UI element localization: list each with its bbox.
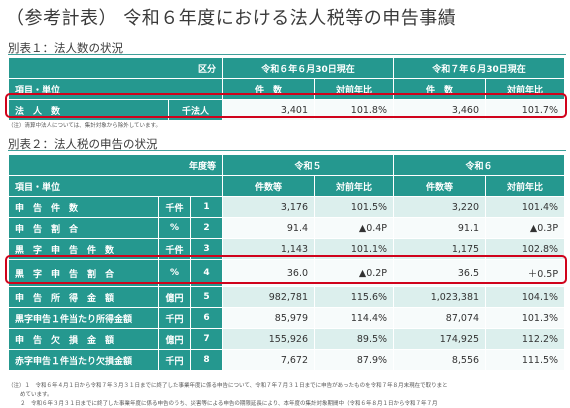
cell-ratio: 101.3% xyxy=(485,307,566,329)
cell-value: 91.4 xyxy=(222,217,316,239)
tax-returns-table: 年度等 令和５ 令和６ 項目・単位 件数等 対前年比 件数等 対前年比 申 告 … xyxy=(7,154,566,371)
ratio-header: 対前年比 xyxy=(314,175,395,197)
cell-ratio: ▲0.4P xyxy=(314,217,395,239)
cell-ratio: ▲0.3P xyxy=(485,217,566,239)
count-header: 件数等 xyxy=(222,175,316,197)
cell-ratio: 87.9% xyxy=(314,349,395,371)
footnote: めています。 xyxy=(20,392,53,398)
row-unit: 千法人 xyxy=(167,99,224,121)
cell-value: 87,074 xyxy=(393,307,487,329)
table2-heading: 別表２：法人税の申告の状況 xyxy=(8,137,158,151)
row-number: 6 xyxy=(189,307,224,329)
cell-ratio: 101.1% xyxy=(314,238,395,260)
table-row: 黒字申告１件当たり所得金額 千円 6 85,979 114.4% 87,074 … xyxy=(8,307,566,329)
cell-value: 91.1 xyxy=(393,217,487,239)
cell-ratio: 104.1% xyxy=(485,286,566,308)
table1-heading-rule xyxy=(8,54,566,55)
year-header: 年度等 xyxy=(7,154,224,176)
cell-ratio: 115.6% xyxy=(314,286,395,308)
row-label: 申 告 割 合 xyxy=(8,217,159,239)
highlight-box xyxy=(5,255,567,284)
footnote: ２ 令和６年３月３１日までに終了した事業年度に係る申告のうち、災害等による申告の… xyxy=(20,401,438,407)
cell-value: 1,143 xyxy=(222,238,316,260)
cell-ratio: 111.5% xyxy=(485,349,566,371)
table1-note: （注）清算中法人については、集計対象から除外しています。 xyxy=(8,123,162,129)
cell-value: 1,023,381 xyxy=(393,286,487,308)
row-unit: 千円 xyxy=(158,307,191,329)
cell-ratio: 101.7% xyxy=(485,99,566,121)
cell-ratio: 102.8% xyxy=(485,238,566,260)
row-number: 7 xyxy=(189,328,224,350)
year2-header: 令和６ xyxy=(393,154,566,176)
row-label: 赤字申告１件当たり欠損金額 xyxy=(8,349,159,371)
row-number: 8 xyxy=(189,349,224,371)
row-unit: 億円 xyxy=(158,286,191,308)
cell-ratio: 101.8% xyxy=(314,99,395,121)
row-unit: 億円 xyxy=(158,328,191,350)
cell-value: 3,460 xyxy=(393,99,487,121)
row-number: 1 xyxy=(189,196,224,218)
cell-value: 982,781 xyxy=(222,286,316,308)
cell-value: 174,925 xyxy=(393,328,487,350)
cell-value: 8,556 xyxy=(393,349,487,371)
cell-ratio: 101.5% xyxy=(314,196,395,218)
row-label: 申 告 所 得 金 額 xyxy=(8,286,159,308)
cell-value: 155,926 xyxy=(222,328,316,350)
row-number: 5 xyxy=(189,286,224,308)
item-unit-header: 項目・単位 xyxy=(7,175,224,197)
row-label: 申 告 欠 損 金 額 xyxy=(8,328,159,350)
cell-ratio: 101.4% xyxy=(485,196,566,218)
highlight-box xyxy=(5,93,567,118)
table-row: 申 告 所 得 金 額 億円 5 982,781 115.6% 1,023,38… xyxy=(8,286,566,308)
year1-header: 令和５ xyxy=(222,154,395,176)
cell-value: 85,979 xyxy=(222,307,316,329)
table-row: 申 告 件 数 千件 1 3,176 101.5% 3,220 101.4% xyxy=(8,196,566,218)
row-label: 法 人 数 xyxy=(8,99,169,121)
cell-value: 3,176 xyxy=(222,196,316,218)
table2-heading-rule xyxy=(8,150,566,151)
row-unit: 千円 xyxy=(158,349,191,371)
period2-header: 令和７年６月30日現在 xyxy=(393,57,566,79)
table-row: 申 告 割 合 % 2 91.4 ▲0.4P 91.1 ▲0.3P xyxy=(8,217,566,239)
cell-value: 7,672 xyxy=(222,349,316,371)
row-label: 黒字申告１件当たり所得金額 xyxy=(8,307,159,329)
row-label: 申 告 件 数 xyxy=(8,196,159,218)
cell-ratio: 114.4% xyxy=(314,307,395,329)
kubun-header: 区分 xyxy=(7,57,224,79)
table1-heading: 別表１：法人数の状況 xyxy=(8,41,123,55)
cell-value: 1,175 xyxy=(393,238,487,260)
cell-value: 3,401 xyxy=(222,99,316,121)
row-unit: % xyxy=(158,217,191,239)
row-unit: 千件 xyxy=(158,196,191,218)
table-row: 法 人 数 千法人 3,401 101.8% 3,460 101.7% xyxy=(8,99,566,121)
ratio-header: 対前年比 xyxy=(485,175,566,197)
footnote: （注）１ 令和６年４月１日から令和７年３月３１日までに終了した事業年度に係る申告… xyxy=(8,383,448,389)
row-number: 2 xyxy=(189,217,224,239)
table-row: 赤字申告１件当たり欠損金額 千円 8 7,672 87.9% 8,556 111… xyxy=(8,349,566,371)
cell-ratio: 112.2% xyxy=(485,328,566,350)
table-row: 黒 字 申 告 件 数 千件 3 1,143 101.1% 1,175 102.… xyxy=(8,238,566,260)
cell-value: 3,220 xyxy=(393,196,487,218)
count-header: 件数等 xyxy=(393,175,487,197)
period1-header: 令和６年６月30日現在 xyxy=(222,57,395,79)
table-row: 申 告 欠 損 金 額 億円 7 155,926 89.5% 174,925 1… xyxy=(8,328,566,350)
page-title: （参考計表） 令和６年度における法人税等の申告事績 xyxy=(6,8,457,29)
cell-ratio: 89.5% xyxy=(314,328,395,350)
